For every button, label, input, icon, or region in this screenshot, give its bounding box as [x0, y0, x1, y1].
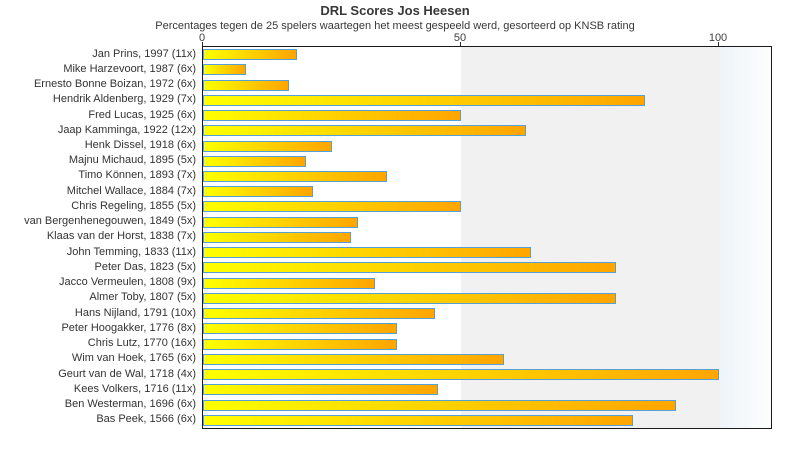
bar: [203, 353, 504, 365]
bar-row: [203, 138, 771, 153]
bar-row: [203, 321, 771, 336]
bar: [203, 277, 375, 289]
category-label: Kees Volkers, 1716 (11x): [73, 382, 196, 395]
bar-row: [203, 215, 771, 230]
bar: [203, 201, 461, 213]
bar-row: [203, 62, 771, 77]
category-label: Majnu Michaud, 1895 (5x): [68, 154, 196, 167]
category-label: Almer Toby, 1807 (5x): [89, 291, 196, 304]
bar: [203, 170, 388, 182]
category-label: Chris Regeling, 1855 (5x): [71, 199, 196, 212]
x-tick-label: 0: [198, 32, 206, 44]
bar: [203, 94, 646, 106]
category-label: Bas Peek, 1566 (6x): [96, 413, 196, 426]
bar-row: [203, 260, 771, 275]
bar: [203, 308, 436, 320]
category-label: Wim van Hoek, 1765 (6x): [71, 352, 196, 365]
bar-row: [203, 199, 771, 214]
category-label: John Temming, 1833 (11x): [66, 245, 196, 258]
bar: [203, 338, 397, 350]
category-label: Peter Hoogakker, 1776 (8x): [61, 321, 196, 334]
plot-area: [202, 46, 772, 429]
category-label: Henk Dissel, 1918 (6x): [84, 139, 196, 152]
bar: [203, 125, 526, 137]
bar-row: [203, 93, 771, 108]
bar-row: [203, 413, 771, 428]
bar-row: [203, 382, 771, 397]
bar-row: [203, 367, 771, 382]
category-label: Ben Westerman, 1696 (6x): [64, 398, 196, 410]
bar-row: [203, 352, 771, 367]
category-label: Fred Lucas, 1925 (6x): [88, 108, 196, 121]
bar: [203, 414, 633, 426]
bar: [203, 110, 461, 122]
bar: [203, 49, 297, 61]
category-label: van Bergenhenegouwen, 1849 (5x): [24, 215, 196, 228]
bar: [203, 79, 290, 91]
category-label: Geurt van de Wal, 1718 (4x): [58, 367, 196, 380]
category-label: Jacco Vermeulen, 1808 (9x): [59, 276, 196, 289]
bar-row: [203, 397, 771, 412]
category-label: Hendrik Aldenberg, 1929 (7x): [52, 93, 196, 106]
bar-row: [203, 47, 771, 62]
bar: [203, 64, 246, 76]
bar-row: [203, 108, 771, 123]
bar-row: [203, 154, 771, 169]
bar: [203, 231, 351, 243]
bar: [203, 292, 616, 304]
x-tick-mark: [202, 42, 203, 46]
category-label: Mike Harzevoort, 1987 (6x): [63, 62, 196, 75]
bar-row: [203, 276, 771, 291]
bar: [203, 399, 677, 411]
x-tick-mark: [460, 42, 461, 46]
category-label: Klaas van der Horst, 1838 (7x): [46, 230, 196, 243]
bar: [203, 247, 532, 259]
category-label: Ernesto Bonne Boizan, 1972 (6x): [33, 78, 196, 91]
category-label: Jan Prins, 1997 (11x): [92, 47, 196, 60]
category-label: Mitchel Wallace, 1884 (7x): [66, 184, 196, 197]
x-tick-label: 100: [708, 32, 728, 44]
bar-row: [203, 77, 771, 92]
x-tick-label: 50: [453, 32, 467, 44]
category-label: Chris Lutz, 1770 (16x): [87, 337, 196, 350]
category-label: Peter Das, 1823 (5x): [94, 260, 197, 273]
bar-row: [203, 184, 771, 199]
category-label: Timo Können, 1893 (7x): [78, 169, 196, 182]
bar: [203, 140, 332, 152]
y-axis-labels: Jan Prins, 1997 (11x) Mike Harzevoort, 19…: [0, 46, 196, 427]
bar: [203, 186, 314, 198]
bar: [203, 155, 307, 167]
bar: [203, 216, 358, 228]
bar-row: [203, 245, 771, 260]
bar-row: [203, 230, 771, 245]
chart-title: DRL Scores Jos Heesen: [320, 3, 470, 18]
x-axis: 0 50 100: [0, 32, 790, 45]
bar: [203, 323, 397, 335]
bar-row: [203, 123, 771, 138]
bar-row: [203, 336, 771, 351]
bar: [203, 369, 719, 381]
bar: [203, 384, 438, 396]
bar: [203, 262, 616, 274]
category-label: Jaap Kamminga, 1922 (12x): [57, 123, 196, 136]
bar-row: [203, 291, 771, 306]
category-label: Hans Nijland, 1791 (10x): [74, 306, 196, 319]
chart-subtitle: Percentages tegen de 25 spelers waartege…: [155, 20, 635, 32]
bar-row: [203, 306, 771, 321]
bar-row: [203, 169, 771, 184]
x-tick-mark: [718, 42, 719, 46]
